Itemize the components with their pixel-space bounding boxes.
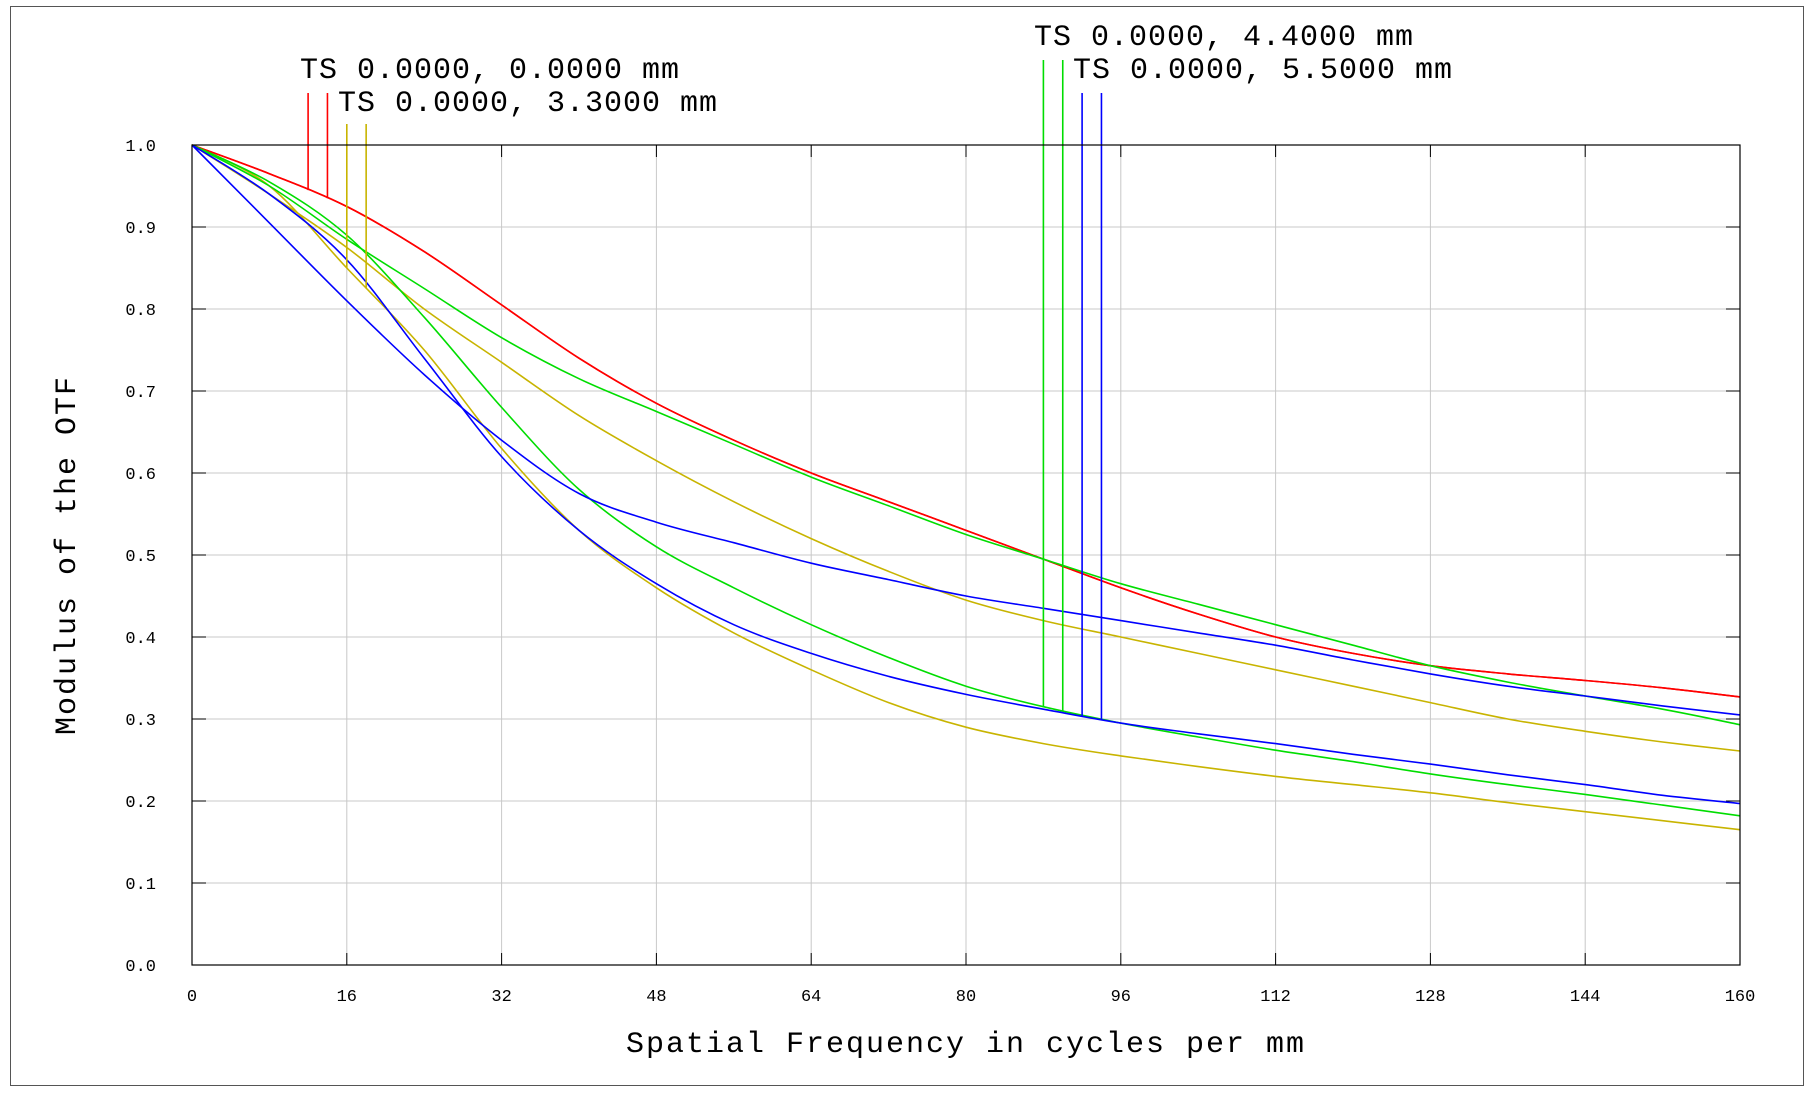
- y-tick-label: 1.0: [125, 138, 156, 157]
- y-tick-label: 0.8: [125, 302, 156, 321]
- x-tick-label: 128: [1415, 988, 1446, 1007]
- x-tick-label: 48: [646, 988, 666, 1007]
- legend-label: TS 0.0000, 4.4000 mm: [1034, 21, 1414, 55]
- tick-labels: 0 16 32 48 64 80 96 112 128 144 160 0.0 0.1 0.2 0.3 0.4…: [125, 138, 1755, 1007]
- y-tick-label: 0.4: [125, 630, 156, 649]
- y-tick-label: 0.5: [125, 548, 156, 567]
- x-tick-label: 16: [337, 988, 357, 1007]
- x-tick-label: 160: [1725, 988, 1756, 1007]
- series-line: [191, 144, 1741, 716]
- series-line: [191, 144, 1741, 831]
- x-tick-label: 80: [956, 988, 976, 1007]
- x-axis-label: Spatial Frequency in cycles per mm: [626, 1028, 1306, 1062]
- y-tick-label: 0.1: [125, 876, 156, 895]
- legend-label: TS 0.0000, 0.0000 mm: [300, 54, 680, 88]
- y-axis-label: Modulus of the OTF: [51, 375, 85, 735]
- y-tick-label: 0.7: [125, 384, 156, 403]
- x-tick-label: 32: [491, 988, 511, 1007]
- y-tick-label: 0.0: [125, 958, 156, 977]
- plot-border: [191, 144, 1741, 966]
- x-tick-label: 64: [801, 988, 821, 1007]
- y-tick-label: 0.2: [125, 794, 156, 813]
- x-tick-label: 144: [1570, 988, 1601, 1007]
- series-line: [191, 144, 1741, 817]
- x-tick-label: 96: [1111, 988, 1131, 1007]
- chart-frame: [10, 6, 1804, 1086]
- legend-label: TS 0.0000, 5.5000 mm: [1073, 54, 1453, 88]
- x-tick-label: 0: [187, 988, 197, 1007]
- x-tick-label: 112: [1260, 988, 1291, 1007]
- y-tick-label: 0.3: [125, 712, 156, 731]
- y-tick-label: 0.9: [125, 220, 156, 239]
- series-lines: [191, 144, 1741, 831]
- legend-label: TS 0.0000, 3.3000 mm: [338, 87, 718, 121]
- series-line: [191, 144, 1741, 726]
- grid-lines: [191, 144, 1741, 966]
- series-line: [191, 144, 1741, 698]
- y-tick-label: 0.6: [125, 466, 156, 485]
- series-line: [191, 144, 1741, 805]
